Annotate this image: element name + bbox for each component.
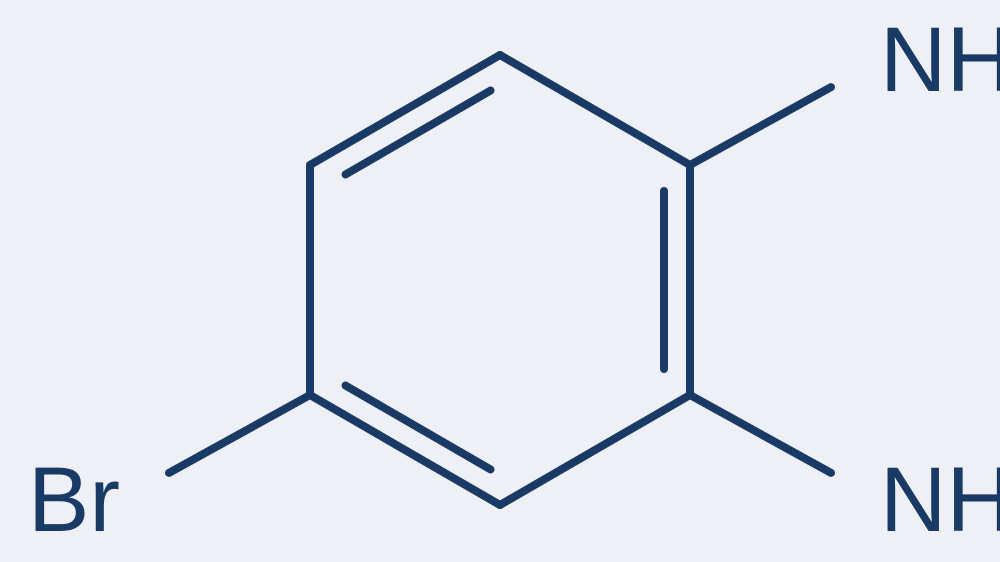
atom-symbol: NH xyxy=(880,449,1000,551)
atom-symbol: NH xyxy=(880,9,1000,111)
atom-label-n2: NH2 xyxy=(880,454,1000,560)
atom-label-br: Br xyxy=(28,454,120,546)
atom-label-n1: NH2 xyxy=(880,14,1000,120)
atom-symbol: Br xyxy=(28,449,120,551)
molecule-diagram xyxy=(0,0,1000,562)
